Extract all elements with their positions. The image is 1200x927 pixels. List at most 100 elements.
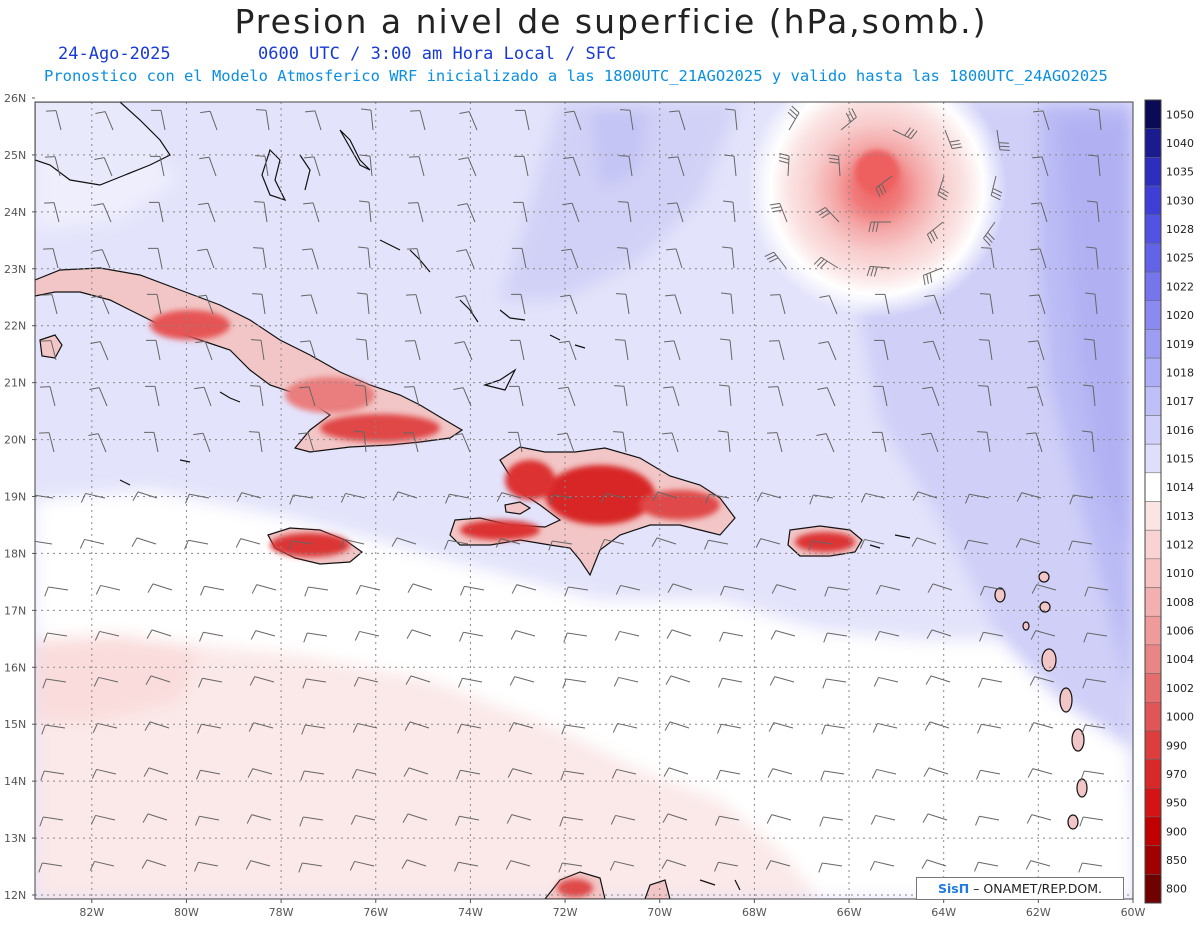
wind-barb	[304, 586, 329, 597]
wind-barb	[873, 385, 888, 407]
wind-barb	[652, 491, 678, 501]
wind-barb	[563, 632, 588, 643]
wind-barb	[610, 814, 636, 825]
wind-barb	[402, 813, 428, 823]
wind-barb	[145, 675, 171, 685]
wind-barb	[719, 384, 732, 407]
wind-barb	[403, 432, 419, 453]
wind-barb	[778, 152, 790, 177]
colorbar-swatch	[1144, 501, 1162, 531]
wind-barb	[557, 432, 575, 453]
wind-barb	[818, 862, 843, 873]
wind-barb	[193, 432, 211, 453]
wind-barb	[828, 154, 841, 177]
wind-barb	[252, 247, 267, 269]
lat-label: 22N	[4, 320, 26, 333]
wind-barb	[921, 432, 939, 453]
wind-barb	[42, 678, 67, 689]
wind-barb	[351, 768, 377, 779]
wind-barb	[356, 338, 369, 361]
wind-barb	[665, 294, 682, 315]
wind-barb	[353, 676, 379, 687]
wind-barb	[255, 109, 270, 131]
wind-barb	[146, 339, 161, 361]
wind-barb	[132, 491, 158, 501]
wind-barb	[912, 491, 938, 501]
colorbar-label: 1019	[1166, 338, 1194, 351]
wind-barb	[236, 492, 262, 502]
longitude-axis: 82W 80W 78W 76W 74W 72W 70W 68W 66W 64W 62W 60W	[79, 899, 1146, 919]
wind-barb	[769, 202, 788, 223]
wind-barb	[1029, 294, 1046, 315]
wind-barb	[89, 860, 115, 871]
wind-barb	[458, 677, 483, 688]
wind-barb	[200, 110, 218, 131]
wind-barb	[299, 816, 324, 827]
pressure-field	[35, 102, 1133, 899]
wind-barb	[404, 386, 420, 407]
wind-barb	[560, 770, 585, 781]
wind-barb	[509, 676, 535, 686]
wind-barb	[820, 770, 845, 781]
wind-barb	[859, 538, 885, 549]
wind-barb	[200, 585, 225, 596]
lat-label: 26N	[4, 92, 26, 105]
wind-barb	[872, 431, 887, 453]
wind-barb	[251, 584, 277, 594]
wind-barb	[46, 110, 62, 131]
wind-barb	[667, 202, 684, 223]
lon-label: 82W	[79, 906, 104, 919]
wind-barb	[1029, 676, 1055, 686]
wind-barb	[43, 248, 59, 269]
wind-barb	[824, 586, 849, 597]
wind-barb	[756, 492, 782, 502]
lon-label: 72W	[553, 906, 578, 919]
colorbar-label: 950	[1166, 797, 1187, 810]
wind-barb	[874, 339, 889, 361]
lon-label: 60W	[1121, 906, 1146, 919]
wind-barb	[250, 339, 265, 361]
wind-barb	[253, 201, 268, 223]
wind-barb	[978, 677, 1003, 688]
wind-barb	[148, 247, 163, 269]
wind-barb	[496, 492, 522, 502]
wind-barb	[197, 248, 215, 269]
wind-barb	[1015, 538, 1041, 548]
wind-barb	[199, 156, 217, 177]
wind-barb	[248, 722, 274, 732]
wind-barb	[873, 676, 899, 687]
wind-barb	[651, 537, 677, 547]
wind-barb	[515, 109, 530, 131]
wind-barb	[549, 494, 574, 505]
wind-barb	[251, 293, 266, 315]
wind-barb	[923, 767, 949, 777]
colorbar-swatch	[1144, 415, 1162, 445]
wind-barb	[564, 110, 582, 131]
wind-barb	[1028, 722, 1054, 732]
wind-barb	[718, 430, 731, 453]
wind-barb	[922, 267, 943, 286]
wind-barb	[720, 585, 745, 596]
wind-barb	[717, 723, 742, 734]
colorbar-label: 1025	[1166, 252, 1194, 265]
wind-barb	[817, 387, 836, 407]
wind-barb	[90, 341, 109, 361]
wind-barb	[45, 156, 61, 177]
wind-barb	[452, 433, 471, 453]
wind-barb	[976, 431, 991, 453]
wind-barb	[340, 492, 366, 503]
wind-barb	[44, 202, 60, 223]
wind-barb	[403, 767, 429, 777]
lon-label: 70W	[647, 906, 672, 919]
colorbar-label: 1015	[1166, 452, 1194, 465]
wind-barb	[507, 768, 533, 778]
wind-barb	[146, 629, 172, 639]
wind-barb	[391, 537, 417, 547]
wind-barb	[359, 200, 372, 223]
wind-barb	[511, 293, 526, 315]
wind-barb	[769, 340, 785, 361]
wind-barb	[716, 769, 741, 780]
wind-barb	[247, 768, 273, 778]
wind-barb	[1086, 246, 1099, 269]
colorbar-swatch	[1144, 759, 1162, 789]
